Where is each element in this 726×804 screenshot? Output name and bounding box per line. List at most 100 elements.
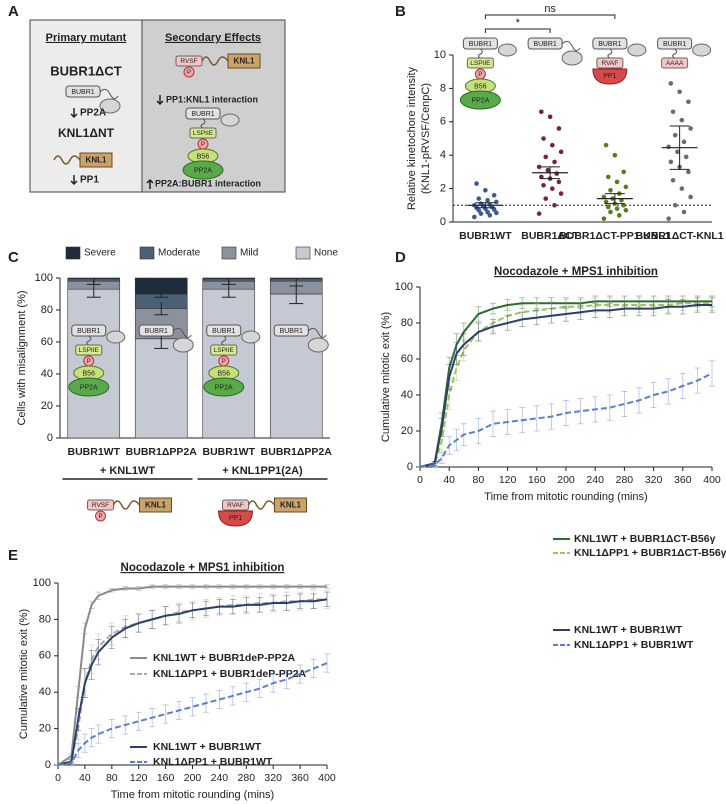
legend-swatch xyxy=(221,246,237,260)
box-title: Primary mutant xyxy=(46,32,127,44)
box-title: Secondary Effects xyxy=(165,32,261,44)
legend-label: KNL1ΔPP1 + BUBR1WT xyxy=(574,639,694,651)
legend-label: KNL1WT + BUBR1deP-PP2A xyxy=(153,652,295,664)
series-line xyxy=(419,304,712,468)
y-tick-label: 40 xyxy=(41,368,53,380)
icon-tail xyxy=(307,327,327,339)
data-point xyxy=(614,179,620,185)
data-point xyxy=(686,169,691,175)
y-tick-label: 10 xyxy=(434,49,446,61)
icon-squiggle xyxy=(247,500,276,510)
icon-knl1-box xyxy=(274,497,307,513)
icon-tail xyxy=(99,88,119,100)
y-tick-label: 60 xyxy=(401,353,413,365)
data-point xyxy=(556,179,562,185)
icon-motif xyxy=(189,127,217,139)
icon-tail xyxy=(172,327,192,339)
icon-squiggle xyxy=(53,155,81,165)
icon-text: KNL1 xyxy=(234,57,255,66)
bar-segment xyxy=(67,288,121,439)
icon-text: PP2A xyxy=(194,167,212,174)
icon-text: B56 xyxy=(218,370,231,377)
x-tick-label: 320 xyxy=(645,474,663,486)
x-tick-label: 40 xyxy=(443,474,455,486)
icon-knl1-box xyxy=(139,497,172,513)
icon-pp1 xyxy=(592,68,628,85)
icon-text: BUBR1 xyxy=(71,89,94,96)
data-point xyxy=(668,81,674,86)
x-tick-label: 200 xyxy=(557,474,575,486)
data-point xyxy=(612,152,618,158)
group-label: + KNL1WT xyxy=(100,465,156,477)
y-tick-label: 80 xyxy=(401,317,413,329)
x-tick-label: BUBR1ΔPP2A xyxy=(126,446,198,458)
data-point xyxy=(668,159,674,165)
icon-text: PP2A xyxy=(471,97,489,104)
y-tick-label: 20 xyxy=(401,425,413,437)
icon-motif xyxy=(75,344,103,356)
data-point xyxy=(683,154,689,160)
x-tick-label: 160 xyxy=(528,474,546,486)
x-tick-label: BUBR1WT xyxy=(459,230,512,242)
icon-blob xyxy=(241,330,261,344)
data-point xyxy=(621,203,626,208)
y-tick-label: 0 xyxy=(440,216,446,228)
data-point xyxy=(541,182,546,188)
data-point xyxy=(552,159,557,165)
data-point xyxy=(681,139,687,145)
data-point xyxy=(550,186,555,191)
icon-text: B56 xyxy=(474,83,487,90)
icon-blob xyxy=(99,98,121,114)
icon-text: BUBR1 xyxy=(145,328,168,335)
legend-label: KNL1ΔPP1 + BUBR1WT xyxy=(153,756,273,768)
y-tick-label: 60 xyxy=(39,650,51,662)
icon-text: P xyxy=(222,359,226,365)
icon-blob xyxy=(497,43,517,57)
icon-text: PP2A xyxy=(80,384,98,391)
data-point xyxy=(614,206,620,211)
icon-text: BUBR1 xyxy=(191,111,214,118)
icon-text: B56 xyxy=(197,153,210,160)
legend-swatch xyxy=(65,246,81,260)
data-point xyxy=(616,213,622,218)
icon-text: LSPIIE xyxy=(193,130,214,137)
icon-text: RVSF xyxy=(180,58,197,65)
x-tick-label: 360 xyxy=(674,474,692,486)
icon-text: RVAF xyxy=(227,502,244,509)
data-point xyxy=(666,144,671,150)
icon-text: AAAA xyxy=(666,60,684,67)
data-point xyxy=(601,216,607,221)
legend-label: KNL1ΔPP1 + BUBR1deP-PP2A xyxy=(153,668,307,680)
icon-text: LSPIIE xyxy=(470,60,491,67)
y-tick-label: 60 xyxy=(41,336,53,348)
x-tick-label: 400 xyxy=(703,474,721,486)
y-axis-label: Cells with misalignment (%) xyxy=(16,290,28,425)
data-point xyxy=(483,187,488,193)
data-point xyxy=(603,199,609,205)
data-point xyxy=(623,184,629,190)
icon-motif xyxy=(596,57,624,69)
data-point xyxy=(539,174,544,180)
legend-swatch xyxy=(295,246,311,260)
icon-blob xyxy=(627,43,647,57)
x-tick-label: BUBR1ΔCT xyxy=(521,230,579,242)
x-tick-label: 40 xyxy=(79,772,91,784)
x-tick-label: BUBR1ΔPP2A xyxy=(261,446,333,458)
arrow xyxy=(70,108,78,119)
data-point xyxy=(543,154,549,160)
mutant-label: BUBR1ΔCT xyxy=(50,63,122,78)
series-line xyxy=(57,662,328,766)
data-point xyxy=(558,149,564,155)
arrow xyxy=(70,175,78,186)
icon-squiggle xyxy=(201,56,229,66)
icon-squiggle xyxy=(112,500,141,510)
y-axis-label: Cumulative mitotic exit (%) xyxy=(18,609,30,739)
icon-text: RVAF xyxy=(602,60,619,67)
x-tick-label: 360 xyxy=(291,772,309,784)
data-point xyxy=(491,192,497,198)
x-tick-label: 240 xyxy=(211,772,229,784)
icon-blob xyxy=(692,43,712,57)
icon-text: LSPIIE xyxy=(79,347,100,354)
y-tick-label: 4 xyxy=(440,149,446,161)
